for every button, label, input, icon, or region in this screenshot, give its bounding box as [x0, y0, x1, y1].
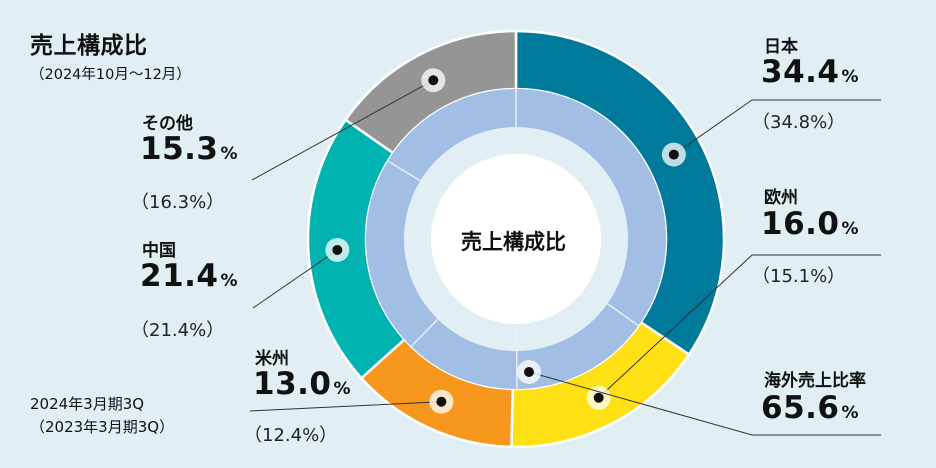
marker-japan-dot — [668, 149, 679, 160]
ring-legend: 2024年3月期3Q （2023年3月期3Q） — [30, 393, 174, 439]
label-americas-name: 米州 — [255, 349, 289, 369]
label-other-pct: 15.3% — [140, 131, 239, 167]
inner-divider-4 — [387, 160, 443, 195]
chart-period: （2024年10月〜12月） — [30, 67, 191, 83]
leader-japan — [673, 99, 881, 155]
chart-title: 売上構成比 — [30, 33, 148, 59]
inner-ring — [366, 89, 666, 390]
label-japan-pct: 34.4% — [761, 54, 860, 90]
marker-europe-dot — [593, 392, 604, 403]
leader-americas — [249, 401, 442, 412]
leader-overseas — [528, 371, 881, 436]
inner-divider-1 — [585, 288, 639, 327]
ring-legend-inner: （2023年3月期3Q） — [30, 418, 175, 436]
label-china-pct: 21.4% — [140, 258, 239, 294]
label-japan-prev: （34.8%） — [752, 112, 846, 133]
label-europe-prev: （15.1%） — [752, 266, 846, 287]
inner-divider-3 — [410, 300, 457, 347]
marker-china-dot — [332, 244, 343, 255]
ring-legend-outer: 2024年3月期3Q — [30, 395, 145, 413]
leader-other — [251, 79, 434, 181]
leader-europe — [598, 254, 881, 399]
label-europe-pct: 16.0% — [761, 206, 860, 242]
label-overseas-pct: 65.6% — [761, 390, 860, 426]
marker-americas-dot — [436, 396, 447, 407]
marker-overseas-dot — [524, 367, 534, 377]
leader-lines — [249, 68, 881, 436]
center-label: 売上構成比 — [461, 230, 566, 254]
marker-other-dot — [428, 75, 439, 86]
label-europe-name: 欧州 — [764, 188, 798, 208]
center-disc — [431, 154, 601, 324]
label-overseas-name: 海外売上比率 — [764, 371, 866, 391]
label-americas-prev: （12.4%） — [244, 425, 338, 446]
leader-china — [252, 249, 338, 309]
label-other-prev: （16.3%） — [131, 192, 225, 213]
outer-ring — [306, 29, 726, 449]
label-china-name: 中国 — [142, 241, 176, 261]
label-japan-name: 日本 — [764, 37, 798, 57]
label-china-prev: （21.4%） — [131, 320, 225, 341]
label-other-name: その他 — [142, 114, 193, 134]
label-americas-pct: 13.0% — [253, 366, 352, 402]
